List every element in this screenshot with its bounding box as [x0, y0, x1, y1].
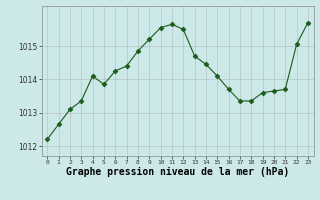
X-axis label: Graphe pression niveau de la mer (hPa): Graphe pression niveau de la mer (hPa) [66, 167, 289, 177]
